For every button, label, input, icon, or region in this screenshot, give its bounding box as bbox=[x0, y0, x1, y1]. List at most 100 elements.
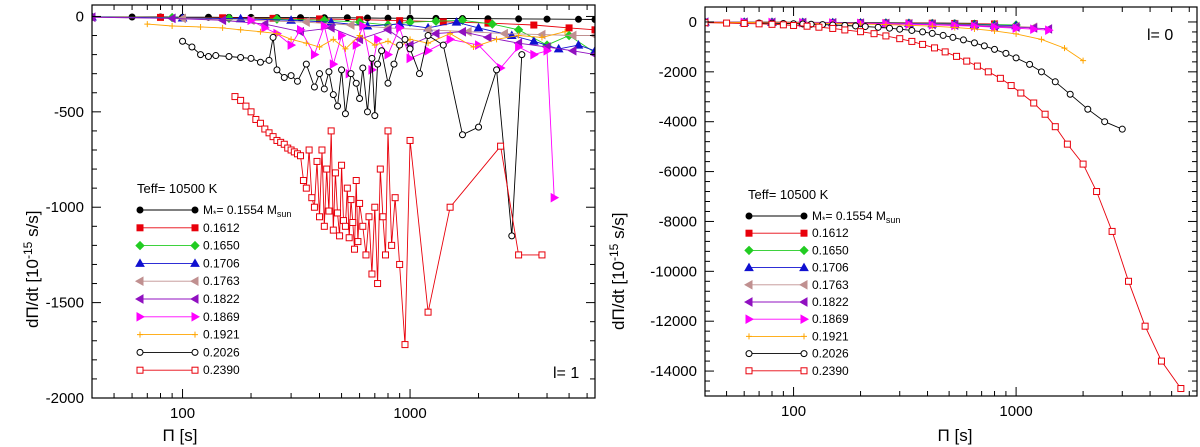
right-data-point bbox=[1013, 30, 1020, 37]
right-data-point bbox=[1026, 60, 1034, 68]
left-data-point bbox=[528, 36, 539, 45]
left-data-point bbox=[320, 21, 330, 31]
right-data-point bbox=[882, 32, 890, 40]
left-data-point bbox=[310, 83, 318, 91]
right-legend-label: 0.2026 bbox=[812, 347, 849, 361]
left-legend: M*= 0.1554 Msun 0.1612 0.1650 0.1706 0.1763 0… bbox=[134, 203, 291, 377]
left-data-point bbox=[439, 41, 447, 49]
right-legend-item: 0.1822 bbox=[743, 295, 849, 309]
left-data-point bbox=[363, 108, 371, 116]
left-data-point bbox=[382, 24, 392, 35]
left-data-point bbox=[354, 238, 362, 246]
left-data-point bbox=[352, 177, 360, 185]
right-data-point bbox=[929, 23, 936, 30]
left-data-point bbox=[305, 146, 313, 154]
left-data-point bbox=[256, 58, 264, 66]
right-chart-panel: 100 1000 0 -2000 -4000 -6000 -8000 -10000 -12000… bbox=[607, 6, 1198, 445]
left-data-point bbox=[225, 53, 233, 61]
left-data-point bbox=[144, 21, 151, 28]
left-data-point bbox=[415, 70, 423, 78]
left-data-point bbox=[493, 66, 501, 74]
right-legend-marker-end bbox=[800, 212, 808, 220]
left-legend-item: 0.1706 bbox=[135, 256, 240, 270]
left-data-point bbox=[378, 47, 386, 55]
left-data-point bbox=[351, 245, 359, 253]
left-data-point bbox=[388, 241, 396, 249]
left-y-tick-label: -1000 bbox=[46, 199, 84, 216]
right-legend-marker-start bbox=[745, 314, 755, 325]
right-legend-marker-end bbox=[801, 333, 807, 340]
left-series-9 bbox=[231, 93, 546, 349]
right-data-point bbox=[779, 21, 787, 29]
left-x-tick-label: 1000 bbox=[393, 405, 426, 422]
right-data-point bbox=[959, 36, 967, 44]
right-plot-area bbox=[705, 17, 1185, 393]
left-data-point bbox=[329, 91, 337, 99]
right-legend-label: 0.1706 bbox=[812, 261, 849, 275]
right-data-point bbox=[861, 23, 869, 31]
left-data-point bbox=[169, 22, 176, 29]
right-data-point bbox=[1177, 385, 1185, 393]
left-legend-marker-start bbox=[136, 224, 144, 232]
left-data-point bbox=[330, 36, 337, 43]
right-data-point bbox=[980, 42, 988, 50]
left-data-point bbox=[424, 45, 434, 56]
left-data-point bbox=[359, 222, 367, 230]
left-y-axis-label: dΠ/dt [10-15 s/s] bbox=[21, 210, 42, 328]
right-legend-marker-start bbox=[745, 367, 753, 375]
left-data-point bbox=[368, 270, 376, 278]
right-data-point bbox=[755, 20, 763, 28]
left-data-point bbox=[457, 26, 466, 37]
right-data-point bbox=[941, 48, 949, 56]
left-data-point bbox=[470, 43, 477, 50]
left-data-point bbox=[431, 16, 441, 26]
left-data-point bbox=[424, 32, 432, 40]
left-data-point bbox=[331, 169, 339, 177]
left-y-tick-label: -2000 bbox=[46, 390, 84, 407]
left-legend-label: 0.1706 bbox=[203, 256, 240, 270]
right-legend-marker-start bbox=[744, 245, 754, 256]
right-legend-title: Teff= 10500 K bbox=[748, 187, 829, 202]
left-legend-label: 0.1869 bbox=[203, 310, 240, 324]
left-data-point bbox=[406, 45, 414, 53]
left-data-point bbox=[261, 23, 270, 33]
left-legend-marker-end bbox=[191, 311, 201, 322]
right-data-point bbox=[1093, 188, 1101, 196]
right-data-point bbox=[1063, 140, 1071, 148]
right-data-point bbox=[1030, 24, 1039, 35]
right-legend-marker-end bbox=[798, 279, 808, 290]
left-data-point bbox=[356, 94, 364, 102]
right-data-point bbox=[928, 29, 936, 37]
left-data-point bbox=[92, 12, 96, 23]
left-data-point bbox=[371, 42, 378, 49]
left-data-point bbox=[334, 102, 342, 110]
right-x-tick-label: 1000 bbox=[999, 403, 1032, 420]
left-legend-item: 0.2026 bbox=[136, 345, 240, 359]
right-data-point bbox=[768, 20, 776, 28]
left-y-axis-label-main: dΠ/dt [10 bbox=[23, 259, 42, 328]
right-data-point bbox=[841, 26, 849, 34]
left-legend-label: 0.1612 bbox=[203, 221, 240, 235]
right-series-line bbox=[705, 22, 1182, 389]
left-data-point bbox=[530, 21, 538, 29]
left-data-point bbox=[349, 218, 357, 226]
right-y-axis-label-sup: -15 bbox=[607, 243, 621, 261]
right-y-axis-label-tail: s/s] bbox=[609, 212, 628, 243]
left-data-point bbox=[219, 24, 226, 31]
right-data-point bbox=[705, 19, 709, 27]
right-data-point bbox=[949, 33, 957, 41]
left-data-point bbox=[347, 196, 355, 204]
right-data-point bbox=[908, 37, 916, 45]
right-axis-ticks: 100 1000 0 -2000 -4000 -6000 -8000 -10000 -12000… bbox=[650, 7, 1197, 420]
right-legend-item: 0.2390 bbox=[745, 364, 849, 378]
left-data-point bbox=[329, 59, 339, 70]
right-data-point bbox=[1084, 105, 1092, 113]
left-data-point bbox=[573, 40, 584, 49]
left-legend-marker-start bbox=[136, 366, 144, 374]
left-data-point bbox=[515, 32, 522, 39]
right-data-point bbox=[1066, 90, 1074, 98]
right-legend-item: 0.1612 bbox=[745, 226, 849, 240]
left-data-point bbox=[493, 36, 500, 43]
left-data-point bbox=[499, 28, 508, 39]
left-y-tick-label: -500 bbox=[54, 104, 84, 121]
